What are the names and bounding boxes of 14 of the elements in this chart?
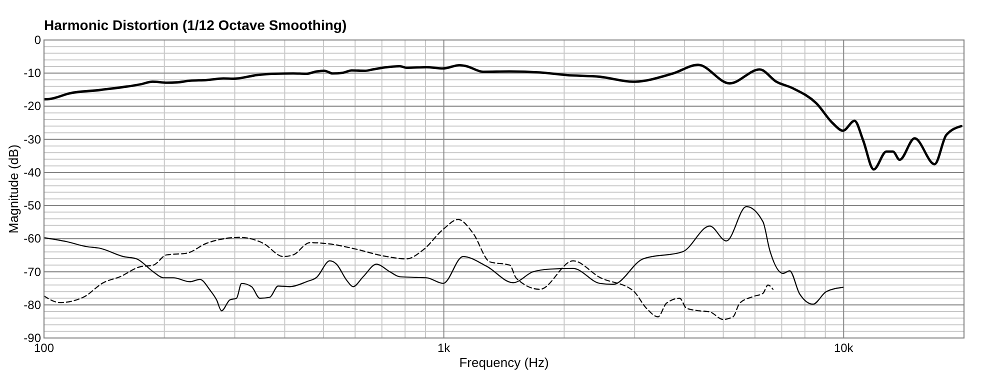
y-tick-label: -10 (24, 66, 42, 80)
y-tick-label: -20 (24, 99, 42, 114)
y-axis-title: Magnitude (dB) (6, 144, 21, 234)
y-tick-label: 0 (34, 33, 42, 47)
chart-title: Harmonic Distortion (1/12 Octave Smoothing) (44, 17, 347, 33)
x-axis-title: Frequency (Hz) (459, 355, 549, 370)
y-tick-label: -40 (24, 165, 42, 180)
x-tick-label: 10k (834, 341, 854, 355)
y-tick-label: -60 (24, 232, 42, 246)
y-tick-label: -80 (24, 298, 42, 312)
x-tick-label: 1k (437, 341, 452, 355)
y-tick-label: -70 (24, 264, 42, 279)
y-tick-label: -50 (24, 198, 42, 213)
y-tick-label: -30 (24, 132, 42, 146)
